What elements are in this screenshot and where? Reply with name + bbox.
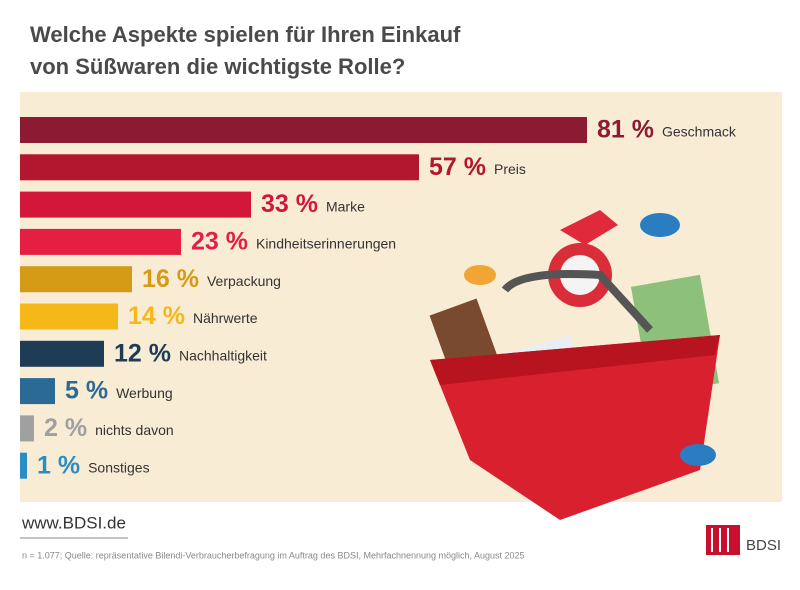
- bar: [20, 340, 104, 367]
- value-label: 57 %: [429, 153, 486, 181]
- value-label: 12 %: [114, 339, 171, 367]
- category-label: Marke: [326, 198, 365, 214]
- bar: [20, 415, 34, 442]
- value-label: 16 %: [142, 265, 199, 293]
- bar: [20, 452, 27, 479]
- value-label: 33 %: [261, 190, 318, 218]
- website: www.BDSI.de: [21, 513, 126, 532]
- category-label: Preis: [494, 161, 526, 177]
- category-label: Kindheitserinnerungen: [256, 236, 396, 252]
- bar: [20, 117, 587, 143]
- category-label: Werbung: [116, 385, 173, 401]
- bar: [20, 154, 419, 181]
- category-label: Sonstiges: [88, 459, 149, 475]
- bar: [20, 378, 55, 405]
- category-label: Geschmack: [662, 124, 737, 140]
- chart-title: Welche Aspekte spielen für Ihren Einkauf: [30, 22, 461, 47]
- category-label: Verpackung: [207, 273, 281, 289]
- value-label: 2 %: [44, 414, 87, 442]
- value-label: 5 %: [65, 377, 108, 405]
- logo-mark: [706, 525, 740, 555]
- bar: [20, 191, 251, 218]
- bar: [20, 228, 181, 255]
- category-label: nichts davon: [95, 422, 174, 438]
- value-label: 81 %: [597, 116, 654, 144]
- logo-text: BDSI: [746, 537, 781, 554]
- bar: [20, 266, 132, 293]
- chart-title: von Süßwaren die wichtigste Rolle?: [30, 54, 405, 79]
- basket-illustration: [429, 210, 720, 520]
- category-label: Nachhaltigkeit: [179, 348, 267, 364]
- category-label: Nährwerte: [193, 310, 258, 326]
- bar: [20, 303, 118, 330]
- value-label: 1 %: [37, 451, 80, 479]
- value-label: 23 %: [191, 228, 248, 256]
- value-label: 14 %: [128, 302, 185, 330]
- source-note: n = 1.077; Quelle: repräsentative Bilend…: [22, 550, 525, 560]
